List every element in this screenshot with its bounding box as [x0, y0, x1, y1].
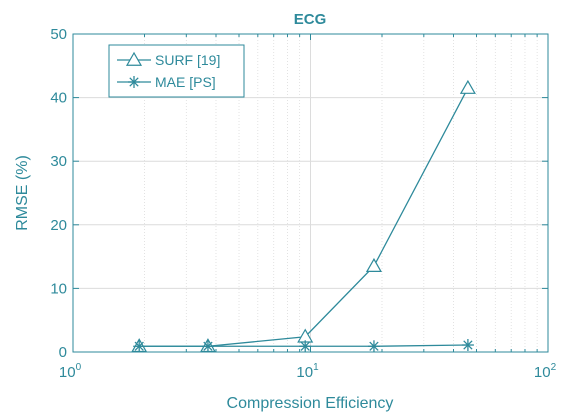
asterisk-stroke — [203, 341, 213, 351]
legend-label: MAE [PS] — [155, 74, 216, 90]
y-tick-label: 50 — [50, 26, 67, 43]
legend: SURF [19] MAE [PS] — [108, 44, 245, 98]
chart-title: ECG — [294, 11, 327, 28]
asterisk-marker — [367, 340, 380, 353]
triangle-marker — [365, 257, 382, 272]
legend-label: SURF [19] — [155, 52, 220, 68]
legend-box — [108, 44, 245, 98]
asterisk-stroke — [369, 341, 379, 351]
y-tick-label: 10 — [50, 280, 67, 297]
x-tick-label: 102 — [534, 362, 557, 381]
y-tick-label: 0 — [59, 344, 67, 361]
asterisk-stroke — [463, 340, 473, 350]
asterisk-stroke — [300, 341, 310, 351]
series-layer — [131, 79, 476, 353]
y-tick-label: 20 — [50, 217, 67, 234]
asterisk-marker — [201, 340, 214, 353]
x-axis-label: Compression Efficiency — [227, 395, 394, 412]
asterisk-stroke — [134, 341, 144, 351]
triangle-marker — [125, 51, 143, 66]
series-line-1 — [139, 87, 469, 347]
x-tick-label: 101 — [296, 362, 319, 381]
asterisk-marker — [128, 76, 140, 88]
x-tick-label: 100 — [59, 362, 82, 381]
y-tick-label: 40 — [50, 90, 67, 107]
asterisk-stroke — [129, 77, 139, 87]
asterisk-marker — [461, 339, 474, 352]
y-tick-label: 30 — [50, 153, 67, 170]
triangle-marker — [459, 79, 476, 94]
asterisk-marker — [133, 340, 146, 353]
y-axis-label: RMSE (%) — [14, 155, 31, 231]
asterisk-marker — [299, 340, 312, 353]
